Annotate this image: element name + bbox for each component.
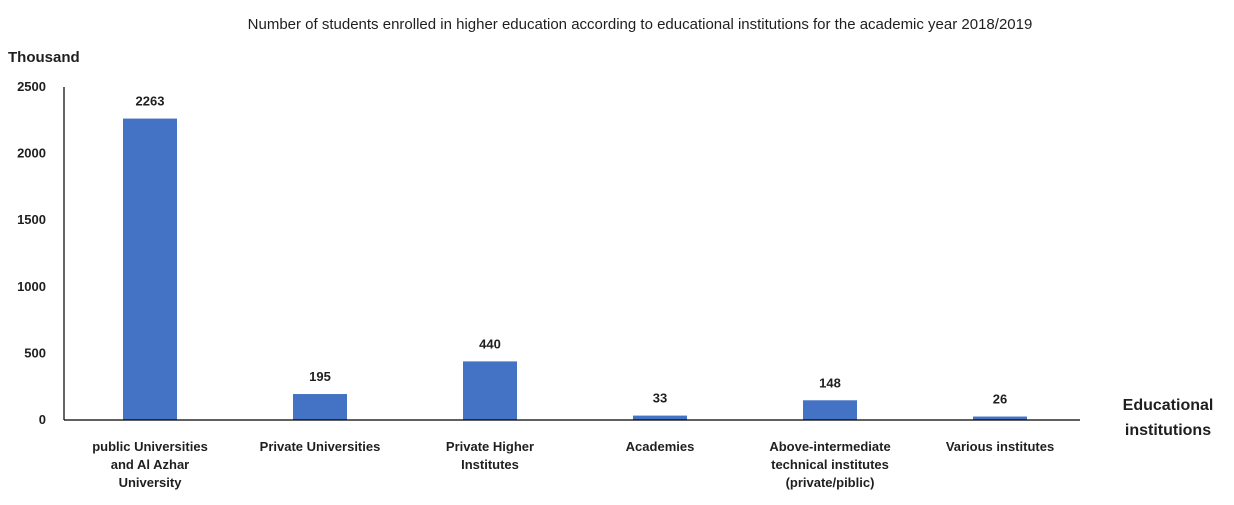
x-tick-label: Academies xyxy=(626,439,695,454)
y-tick-label: 500 xyxy=(24,345,46,360)
y-tick-label: 1500 xyxy=(17,212,46,227)
x-tick-label: Various institutes xyxy=(946,439,1054,454)
y-tick-label: 0 xyxy=(39,412,46,427)
y-axis-unit-label: Thousand xyxy=(8,49,80,66)
value-labels: 2263 195 440 33 148 26 xyxy=(136,94,1008,407)
x-tick-label: Private Universities xyxy=(260,439,381,454)
data-label: 2263 xyxy=(136,94,165,109)
data-label: 440 xyxy=(479,336,501,351)
data-label: 148 xyxy=(819,375,841,390)
y-axis-ticks: 0 500 1000 1500 2000 2500 xyxy=(17,79,46,427)
y-tick-label: 2500 xyxy=(17,79,46,94)
bar-series xyxy=(123,118,1027,421)
data-label: 33 xyxy=(653,391,667,406)
y-tick-label: 1000 xyxy=(17,279,46,294)
data-label: 26 xyxy=(993,392,1007,407)
bar xyxy=(633,415,687,420)
bar xyxy=(973,416,1027,420)
x-tick-label: Above-intermediate technical institutes (p… xyxy=(769,439,890,490)
bar xyxy=(293,394,347,420)
bar xyxy=(463,361,517,420)
x-axis-title: Educational institutions xyxy=(1123,397,1214,439)
data-label: 195 xyxy=(309,369,331,384)
bar xyxy=(803,400,857,420)
x-axis-category-labels: public Universities and Al Azhar Universit… xyxy=(92,439,1054,490)
y-tick-label: 2000 xyxy=(17,146,46,161)
x-tick-label: public Universities and Al Azhar Universit… xyxy=(92,439,208,490)
bar xyxy=(123,118,177,421)
chart-title: Number of students enrolled in higher ed… xyxy=(248,16,1033,33)
x-tick-label: Private Higher Institutes xyxy=(446,439,534,472)
